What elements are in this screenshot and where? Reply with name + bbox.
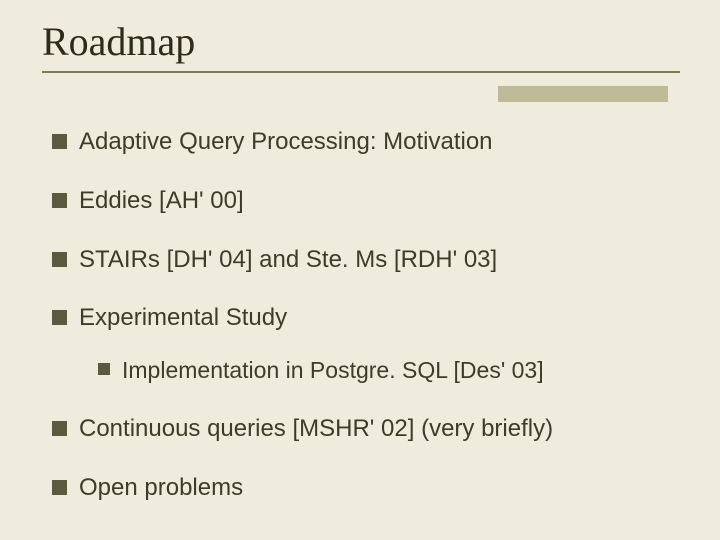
list-item: Eddies [AH' 00] (52, 187, 680, 216)
list-item-text: Implementation in Postgre. SQL [Des' 03] (122, 357, 544, 385)
list-item: STAIRs [DH' 04] and Ste. Ms [RDH' 03] (52, 246, 680, 275)
list-item-text: Continuous queries [MSHR' 02] (very brie… (79, 415, 553, 444)
list-item: Experimental Study (52, 304, 680, 333)
slide: Roadmap Adaptive Query Processing: Motiv… (0, 0, 720, 540)
square-bullet-icon (98, 363, 110, 375)
list-item: Adaptive Query Processing: Motivation (52, 128, 680, 157)
list-item-text: Adaptive Query Processing: Motivation (79, 128, 493, 157)
slide-title: Roadmap (42, 18, 680, 65)
square-bullet-icon (52, 134, 67, 149)
title-block: Roadmap (42, 18, 680, 73)
square-bullet-icon (52, 480, 67, 495)
list-item-sub: Implementation in Postgre. SQL [Des' 03] (98, 357, 680, 385)
list-item-text: STAIRs [DH' 04] and Ste. Ms [RDH' 03] (79, 246, 497, 275)
accent-bar (498, 86, 668, 102)
list-item: Continuous queries [MSHR' 02] (very brie… (52, 415, 680, 444)
title-underline (42, 71, 680, 73)
bullet-list: Adaptive Query Processing: Motivation Ed… (52, 128, 680, 532)
list-item-text: Experimental Study (79, 304, 287, 333)
square-bullet-icon (52, 310, 67, 325)
square-bullet-icon (52, 252, 67, 267)
list-item: Open problems (52, 474, 680, 503)
square-bullet-icon (52, 193, 67, 208)
square-bullet-icon (52, 421, 67, 436)
list-item-text: Open problems (79, 474, 243, 503)
list-item-text: Eddies [AH' 00] (79, 187, 244, 216)
